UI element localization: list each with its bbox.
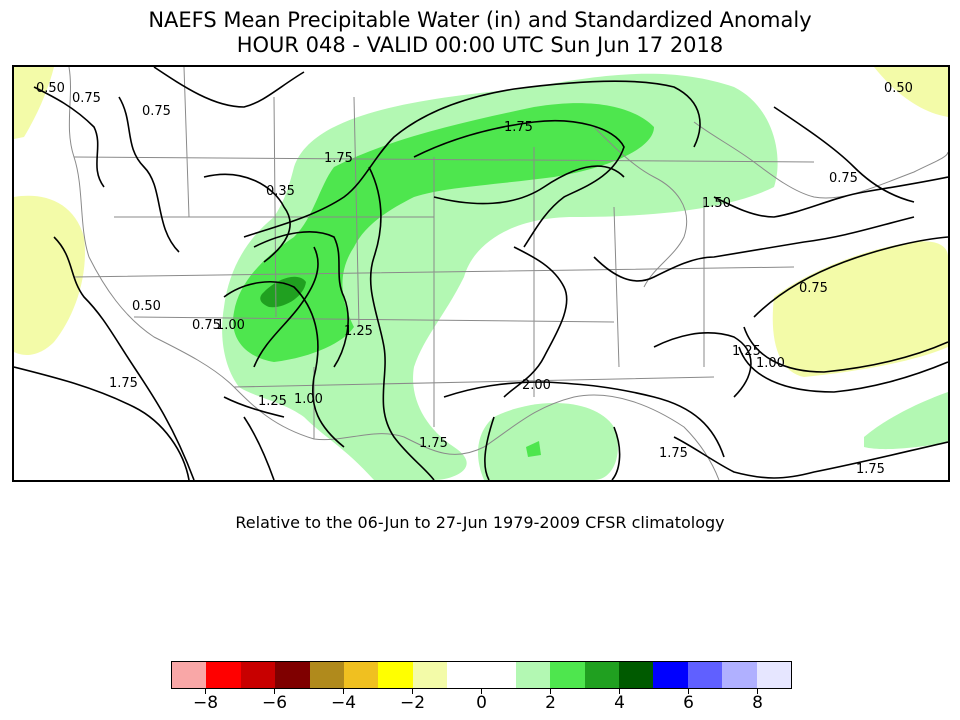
contour-label: 0.75 (829, 171, 858, 186)
negative-anomaly-atlantic (772, 241, 948, 377)
contour-label: 1.75 (659, 446, 688, 461)
positive-anomaly-light-gulf (478, 403, 618, 480)
contour-label: 0.75 (799, 281, 828, 296)
colorbar-swatch (309, 662, 344, 688)
colorbar-tick-label: 6 (669, 689, 709, 713)
colorbar-ticks: −8 −6 −4 −2 0 2 4 6 8 (171, 689, 792, 717)
precipitable-water-map: 0.50 0.75 0.75 0.35 0.50 0.75 1.00 1.25 … (12, 65, 950, 482)
contour-label: 1.00 (756, 356, 785, 371)
negative-anomaly-ne-corner (874, 67, 948, 117)
contour-label: 0.50 (132, 299, 161, 314)
contour-labels: 0.50 0.75 0.75 0.35 0.50 0.75 1.00 1.25 … (36, 81, 913, 477)
colorbar-tick-label: −8 (186, 689, 226, 713)
colorbar-tick-label: 0 (462, 689, 502, 713)
colorbar-tick-label: −6 (255, 689, 295, 713)
contour-label: 0.50 (884, 81, 913, 96)
colorbar-tick-label: 2 (531, 689, 571, 713)
positive-anomaly-strong-spot (260, 276, 306, 308)
contour-label: 1.75 (856, 462, 885, 477)
pw-contour-lines (14, 67, 948, 480)
negative-anomaly-nw-corner (14, 67, 54, 139)
anomaly-shading (222, 73, 948, 480)
colorbar-swatch (343, 662, 379, 688)
colorbar-swatch (172, 662, 207, 688)
colorbar-swatch (550, 662, 585, 688)
contour-label: 1.50 (702, 196, 731, 211)
colorbar-tick-label: −4 (324, 689, 364, 713)
contour-label: 1.25 (344, 324, 373, 339)
negative-anomaly-shading (14, 67, 948, 377)
climatology-caption: Relative to the 06-Jun to 27-Jun 1979-20… (235, 513, 725, 532)
map-title-line-2: HOUR 048 - VALID 00:00 UTC Sun Jun 17 20… (236, 33, 724, 57)
positive-anomaly-gulf-spot (526, 441, 541, 457)
colorbar-swatch (653, 662, 688, 688)
positive-anomaly-medium-region (233, 103, 654, 362)
contour-label: 1.75 (504, 120, 533, 135)
contour-label: 0.35 (266, 184, 295, 199)
colorbar-tick-label: −2 (393, 689, 433, 713)
colorbar-swatch (687, 662, 723, 688)
negative-anomaly-west-coast (14, 195, 85, 355)
contour-label: 0.75 (192, 318, 221, 333)
contour-label: 1.75 (419, 436, 448, 451)
colorbar-swatch (515, 662, 551, 688)
contour-label: 1.25 (732, 344, 761, 359)
contour-label: 2.00 (522, 378, 551, 393)
colorbar-swatch (240, 662, 276, 688)
colorbar-swatch (447, 662, 482, 688)
colorbar-swatch (412, 662, 448, 688)
colorbar-tick-label: 8 (738, 689, 778, 713)
contour-label: 1.00 (216, 318, 245, 333)
colorbar-swatch (481, 662, 516, 688)
colorbar-swatch (619, 662, 654, 688)
contour-label: 0.75 (142, 104, 171, 119)
colorbar-tick-label: 4 (600, 689, 640, 713)
colorbar-swatch (584, 662, 620, 688)
contour-label: 1.75 (324, 151, 353, 166)
colorbar-swatch (378, 662, 413, 688)
colorbar-swatch (206, 662, 241, 688)
colorbar-swatch (722, 662, 757, 688)
contour-label: 1.25 (258, 394, 287, 409)
colorbar-swatch (275, 662, 310, 688)
anomaly-colorbar (171, 661, 792, 689)
colorbar-swatch (756, 662, 792, 688)
contour-label: 0.50 (36, 81, 65, 96)
contour-label: 1.75 (109, 376, 138, 391)
positive-anomaly-light-east (864, 392, 948, 450)
map-title-line-1: NAEFS Mean Precipitable Water (in) and S… (148, 8, 812, 32)
contour-label: 1.00 (294, 392, 323, 407)
contour-label: 0.75 (72, 91, 101, 106)
